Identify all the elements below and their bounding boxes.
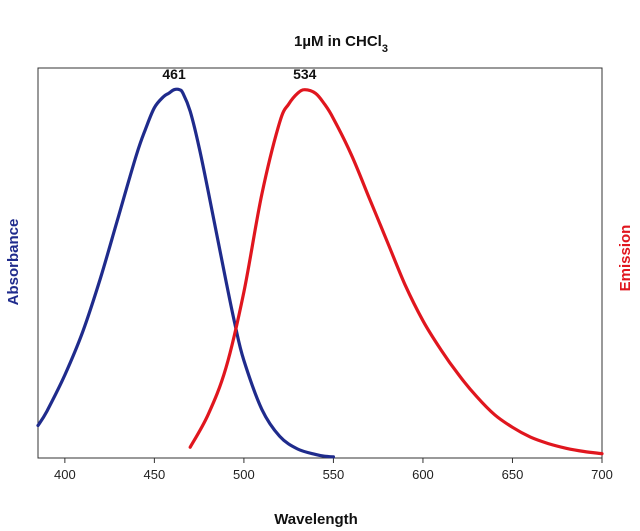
peak-label: 461 [162, 66, 186, 82]
y-axis-title-left: Absorbance [5, 219, 22, 306]
y-axis-title-right: Emission [617, 225, 634, 292]
x-tick-label: 700 [591, 467, 613, 482]
peak-labels: 461 534 [162, 66, 316, 82]
chart-title-main: 1µM in CHCl [294, 33, 382, 50]
x-tick-label: 500 [233, 467, 255, 482]
absorbance-series-line [36, 87, 335, 459]
emission-series-line [188, 88, 604, 456]
x-axis-title: Wavelength [274, 511, 358, 528]
chart-title: 1µM in CHCl3 [294, 33, 388, 55]
peak-label: 534 [293, 66, 317, 82]
x-tick-label: 550 [323, 467, 345, 482]
x-tick-label: 600 [412, 467, 434, 482]
x-tick-label: 450 [144, 467, 166, 482]
chart-title-subscript: 3 [382, 43, 388, 55]
x-axis: 400 450 500 550 600 650 700 [54, 458, 613, 482]
x-tick-label: 650 [502, 467, 524, 482]
plot-frame [37, 67, 603, 459]
series-layer [36, 87, 604, 459]
x-tick-label: 400 [54, 467, 76, 482]
